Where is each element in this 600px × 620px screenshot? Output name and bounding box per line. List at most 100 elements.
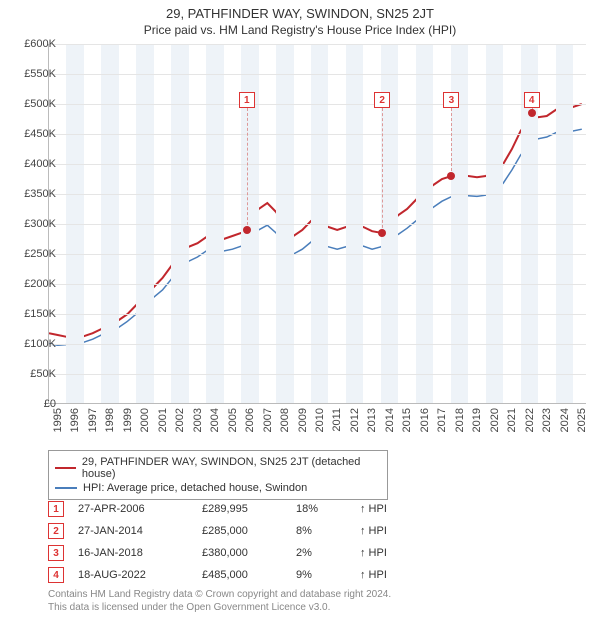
y-axis-label: £400K (12, 158, 56, 170)
tx-date: 18-AUG-2022 (78, 569, 188, 581)
tx-date: 27-JAN-2014 (78, 525, 188, 537)
marker-dot (243, 226, 251, 234)
gridline (49, 374, 586, 375)
marker-dot (447, 172, 455, 180)
marker-dot (378, 229, 386, 237)
legend-label: 29, PATHFINDER WAY, SWINDON, SN25 2JT (d… (82, 456, 381, 480)
tx-index: 1 (48, 501, 64, 517)
y-axis-label: £0 (12, 398, 56, 410)
x-axis-label: 2025 (576, 408, 588, 432)
marker-dot (528, 109, 536, 117)
y-axis-label: £300K (12, 218, 56, 230)
gridline (49, 134, 586, 135)
x-axis-label: 2017 (436, 408, 448, 432)
gridline (49, 104, 586, 105)
gridline (49, 254, 586, 255)
plot-area: 1 2 3 4 (48, 44, 586, 404)
x-axis-label: 2006 (244, 408, 256, 432)
y-axis-label: £100K (12, 338, 56, 350)
legend: 29, PATHFINDER WAY, SWINDON, SN25 2JT (d… (48, 450, 388, 500)
marker-line (247, 108, 248, 230)
tx-date: 27-APR-2006 (78, 503, 188, 515)
marker-box: 1 (239, 92, 255, 108)
y-axis-label: £350K (12, 188, 56, 200)
x-axis-label: 2023 (541, 408, 553, 432)
legend-item: HPI: Average price, detached house, Swin… (55, 481, 381, 495)
x-axis-label: 2008 (279, 408, 291, 432)
transaction-row: 2 27-JAN-2014 £285,000 8% ↑ HPI (48, 520, 548, 542)
tx-pct: 18% (296, 503, 346, 515)
gridline (49, 44, 586, 45)
x-axis-label: 1999 (122, 408, 134, 432)
x-axis-label: 2018 (454, 408, 466, 432)
y-axis-label: £150K (12, 308, 56, 320)
tx-date: 16-JAN-2018 (78, 547, 188, 559)
x-axis-label: 2004 (209, 408, 221, 432)
footer-line: This data is licensed under the Open Gov… (48, 601, 590, 614)
gridline (49, 224, 586, 225)
y-axis-label: £250K (12, 248, 56, 260)
tx-index: 2 (48, 523, 64, 539)
x-axis-label: 2003 (192, 408, 204, 432)
gridline (49, 164, 586, 165)
y-axis-label: £450K (12, 128, 56, 140)
x-axis-label: 2011 (331, 408, 343, 432)
legend-item: 29, PATHFINDER WAY, SWINDON, SN25 2JT (d… (55, 455, 381, 481)
chart-container: 29, PATHFINDER WAY, SWINDON, SN25 2JT Pr… (0, 0, 600, 620)
tx-pct: 9% (296, 569, 346, 581)
arrow-up-icon: ↑ HPI (360, 569, 387, 581)
x-axis-label: 2002 (174, 408, 186, 432)
y-axis-label: £50K (12, 368, 56, 380)
x-axis-label: 2019 (471, 408, 483, 432)
x-axis-label: 2022 (524, 408, 536, 432)
tx-index: 3 (48, 545, 64, 561)
gridline (49, 314, 586, 315)
gridline (49, 194, 586, 195)
x-axis-label: 2009 (297, 408, 309, 432)
marker-line (382, 108, 383, 233)
x-axis-label: 1998 (104, 408, 116, 432)
x-axis-label: 2010 (314, 408, 326, 432)
marker-line (451, 108, 452, 176)
marker-box: 2 (374, 92, 390, 108)
x-axis-label: 2000 (139, 408, 151, 432)
footer-line: Contains HM Land Registry data © Crown c… (48, 588, 590, 601)
tx-price: £380,000 (202, 547, 282, 559)
transaction-row: 4 18-AUG-2022 £485,000 9% ↑ HPI (48, 564, 548, 586)
x-axis-label: 2020 (489, 408, 501, 432)
y-axis-label: £550K (12, 68, 56, 80)
x-axis-label: 1996 (69, 408, 81, 432)
arrow-up-icon: ↑ HPI (360, 525, 387, 537)
chart-subtitle: Price paid vs. HM Land Registry's House … (0, 21, 600, 41)
x-axis-label: 2015 (401, 408, 413, 432)
x-axis-label: 2005 (227, 408, 239, 432)
x-axis-label: 2012 (349, 408, 361, 432)
chart-title: 29, PATHFINDER WAY, SWINDON, SN25 2JT (0, 0, 600, 21)
tx-price: £289,995 (202, 503, 282, 515)
legend-swatch (55, 487, 77, 489)
y-axis-label: £500K (12, 98, 56, 110)
footer: Contains HM Land Registry data © Crown c… (48, 588, 590, 614)
x-axis-label: 1995 (52, 408, 64, 432)
x-axis-label: 2014 (384, 408, 396, 432)
transaction-row: 3 16-JAN-2018 £380,000 2% ↑ HPI (48, 542, 548, 564)
x-axis-label: 2021 (506, 408, 518, 432)
arrow-up-icon: ↑ HPI (360, 503, 387, 515)
y-axis-label: £600K (12, 38, 56, 50)
tx-pct: 2% (296, 547, 346, 559)
legend-label: HPI: Average price, detached house, Swin… (83, 482, 307, 494)
marker-box: 4 (524, 92, 540, 108)
x-axis-label: 2013 (366, 408, 378, 432)
marker-box: 3 (443, 92, 459, 108)
x-axis-label: 2024 (559, 408, 571, 432)
transaction-row: 1 27-APR-2006 £289,995 18% ↑ HPI (48, 498, 548, 520)
arrow-up-icon: ↑ HPI (360, 547, 387, 559)
tx-price: £485,000 (202, 569, 282, 581)
x-axis-label: 2001 (157, 408, 169, 432)
x-axis-label: 2016 (419, 408, 431, 432)
gridline (49, 284, 586, 285)
tx-pct: 8% (296, 525, 346, 537)
tx-price: £285,000 (202, 525, 282, 537)
y-axis-label: £200K (12, 278, 56, 290)
tx-index: 4 (48, 567, 64, 583)
